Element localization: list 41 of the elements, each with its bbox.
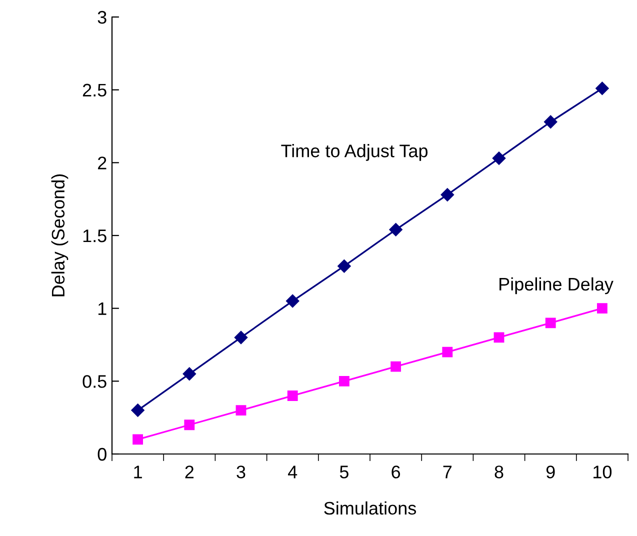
y-tick-label: 0 [98, 448, 106, 461]
series-label: Time to Adjust Tap [281, 144, 428, 161]
x-tick-label: 4 [288, 466, 298, 478]
point [494, 332, 504, 343]
y-tick-label: 3 [98, 10, 106, 24]
y-tick-label: 0.5 [82, 375, 106, 388]
x-tick-label: 1 [134, 466, 142, 478]
y-tick-label: 1 [98, 302, 106, 315]
point [131, 404, 144, 417]
x-tick-label: 2 [185, 466, 194, 478]
y-tick-label: 1.5 [83, 230, 106, 242]
point [286, 294, 300, 308]
point [440, 188, 454, 202]
point [184, 420, 195, 430]
point [338, 376, 350, 386]
point [338, 260, 351, 273]
x-tick-label: 8 [494, 466, 504, 478]
x-tick-label: 10 [594, 466, 612, 478]
y-tick-label: 2.5 [82, 84, 106, 97]
x-tick-label: 5 [340, 466, 348, 478]
point [389, 223, 402, 236]
point [234, 330, 248, 344]
x-tick-label: 6 [392, 466, 400, 478]
point [182, 367, 196, 380]
y-axis-title: Delay (Second) [51, 174, 68, 296]
point [442, 346, 453, 358]
point [492, 152, 506, 165]
x-tick-label: 9 [546, 466, 555, 478]
x-tick-label: 7 [443, 466, 452, 478]
y-tick-label: 2 [98, 156, 106, 170]
series-label: Pipeline Delay [500, 277, 614, 294]
point [390, 361, 402, 372]
point [596, 82, 609, 95]
x-tick-label: 3 [236, 466, 246, 478]
point [132, 434, 144, 445]
point [545, 318, 556, 328]
point [544, 115, 558, 128]
point [236, 405, 246, 416]
point [287, 390, 298, 401]
point [596, 303, 608, 314]
x-axis-title: Simulations [324, 501, 416, 515]
